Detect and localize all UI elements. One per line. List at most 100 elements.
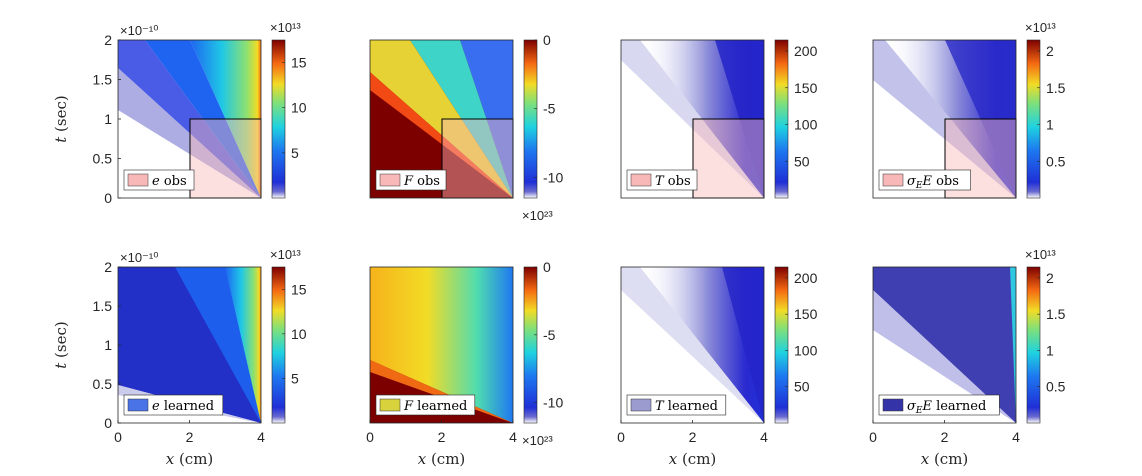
obs-region bbox=[692, 118, 765, 199]
x-axis-var: x bbox=[669, 450, 678, 468]
x-tick-label: 0 bbox=[869, 429, 877, 445]
x-axis-label: x (cm) bbox=[921, 450, 969, 468]
field-band-gradient bbox=[370, 267, 513, 423]
colorbar-tick-label: 15 bbox=[291, 281, 307, 297]
legend-symbol: T bbox=[655, 174, 665, 189]
legend-symbol: σ bbox=[907, 174, 917, 189]
colorbar-tick-label: 5 bbox=[291, 145, 299, 161]
colorbar-tick-label: 0.5 bbox=[1046, 153, 1066, 169]
legend-swatch bbox=[127, 398, 149, 412]
colorbar-tick-label: -10 bbox=[543, 169, 563, 185]
legend-swatch bbox=[882, 398, 904, 412]
legend-text: learned bbox=[932, 399, 986, 414]
legend-swatch bbox=[630, 173, 652, 187]
colorbar-tick-label: 0 bbox=[543, 259, 551, 275]
colorbar bbox=[1026, 39, 1041, 199]
colorbar bbox=[271, 39, 286, 199]
legend-subscript: E bbox=[915, 406, 923, 416]
legend-label: e learned bbox=[152, 399, 214, 414]
legend-label: σEE learned bbox=[907, 399, 986, 416]
colorbar-tick-label: 50 bbox=[794, 379, 810, 395]
legend-symbol: F bbox=[403, 174, 414, 189]
panel-e-obs bbox=[117, 39, 262, 199]
field-band-deep bbox=[722, 267, 764, 423]
x-axis-label: x (cm) bbox=[418, 450, 466, 468]
legend-box bbox=[375, 394, 476, 416]
colorbar-tick-label: 15 bbox=[291, 55, 307, 71]
legend-label: σEE obs bbox=[907, 174, 959, 191]
colorbar-tick-label: 1.5 bbox=[1046, 80, 1066, 96]
colorbar-tick-label: -5 bbox=[543, 101, 556, 117]
x-tick-label: 0 bbox=[114, 429, 122, 445]
colorbar-multiplier: ×10¹³ bbox=[270, 247, 301, 262]
legend-label: T obs bbox=[655, 174, 691, 189]
y-tick-label: 1.5 bbox=[93, 298, 113, 314]
legend-text: obs bbox=[160, 174, 187, 189]
x-tick-label: 0 bbox=[617, 429, 625, 445]
legend-symbol-tail: E bbox=[921, 399, 932, 414]
colorbar-multiplier: ×10²³ bbox=[522, 433, 553, 448]
legend-label: T learned bbox=[655, 399, 718, 414]
colorbar-tick-label: 2 bbox=[1046, 43, 1054, 59]
colorbar bbox=[271, 266, 286, 424]
field-band-fade bbox=[873, 290, 1016, 423]
legend-swatch bbox=[379, 173, 401, 187]
axes-box bbox=[872, 39, 1017, 199]
y-axis-var: t bbox=[52, 362, 70, 369]
legend-box bbox=[123, 394, 224, 416]
y-tick-label: 2 bbox=[104, 32, 112, 48]
colorbar-tick-label: -10 bbox=[543, 395, 563, 411]
x-axis-unit: (cm) bbox=[677, 450, 716, 468]
field-band-cyan bbox=[225, 267, 261, 423]
legend-swatch bbox=[379, 398, 401, 412]
colorbar-tick-label: 1 bbox=[1046, 342, 1054, 358]
y-axis-var: t bbox=[52, 136, 70, 143]
legend-text: obs bbox=[932, 174, 959, 189]
legend-text: obs bbox=[664, 174, 691, 189]
axes-box bbox=[369, 39, 514, 199]
x-axis-label: x (cm) bbox=[166, 450, 214, 468]
colorbar-tick-label: 10 bbox=[291, 326, 307, 342]
legend-label: F obs bbox=[403, 174, 440, 189]
panel-e-learned bbox=[117, 266, 262, 424]
legend-label: e obs bbox=[152, 174, 187, 189]
y-tick-label: 0.5 bbox=[93, 376, 113, 392]
colorbar bbox=[523, 39, 538, 199]
legend-symbol: T bbox=[655, 399, 665, 414]
legend-symbol: e bbox=[152, 399, 160, 414]
y-tick-label: 0 bbox=[104, 415, 112, 431]
colorbar bbox=[1026, 266, 1041, 424]
legend-text: learned bbox=[413, 399, 467, 414]
field-band-cyan-edge bbox=[1010, 267, 1016, 423]
x-axis-label: x (cm) bbox=[669, 450, 717, 468]
legend-text: learned bbox=[664, 399, 718, 414]
y-axis-label: t (sec) bbox=[52, 95, 70, 142]
colorbar-multiplier: ×10¹³ bbox=[1025, 20, 1056, 35]
obs-region bbox=[441, 118, 514, 199]
legend-swatch bbox=[630, 398, 652, 412]
colorbar-tick-label: 0 bbox=[543, 32, 551, 48]
field-band-orange bbox=[370, 360, 513, 423]
y-axis-label: t (sec) bbox=[52, 321, 70, 368]
colorbar-tick-label: 200 bbox=[794, 43, 818, 59]
y-axis-unit: (sec) bbox=[52, 321, 70, 362]
field-band-faint bbox=[621, 267, 764, 423]
x-tick-label: 0 bbox=[366, 429, 374, 445]
y-tick-label: 2 bbox=[104, 259, 112, 275]
x-tick-label: 4 bbox=[257, 429, 265, 445]
legend-label: F learned bbox=[403, 399, 467, 414]
x-tick-label: 4 bbox=[1012, 429, 1020, 445]
colorbar bbox=[523, 266, 538, 424]
y-tick-label: 1 bbox=[104, 111, 112, 127]
obs-region bbox=[189, 118, 262, 199]
colorbar-tick-label: 0.5 bbox=[1046, 379, 1066, 395]
colorbar-tick-label: 100 bbox=[794, 342, 818, 358]
colorbar-tick-label: 150 bbox=[794, 306, 818, 322]
y-tick-label: 0 bbox=[104, 190, 112, 206]
axes-box bbox=[620, 39, 765, 199]
x-axis-unit: (cm) bbox=[929, 450, 968, 468]
legend-text: learned bbox=[160, 399, 214, 414]
colorbar bbox=[774, 39, 789, 199]
y-multiplier: ×10⁻¹⁰ bbox=[120, 250, 158, 265]
